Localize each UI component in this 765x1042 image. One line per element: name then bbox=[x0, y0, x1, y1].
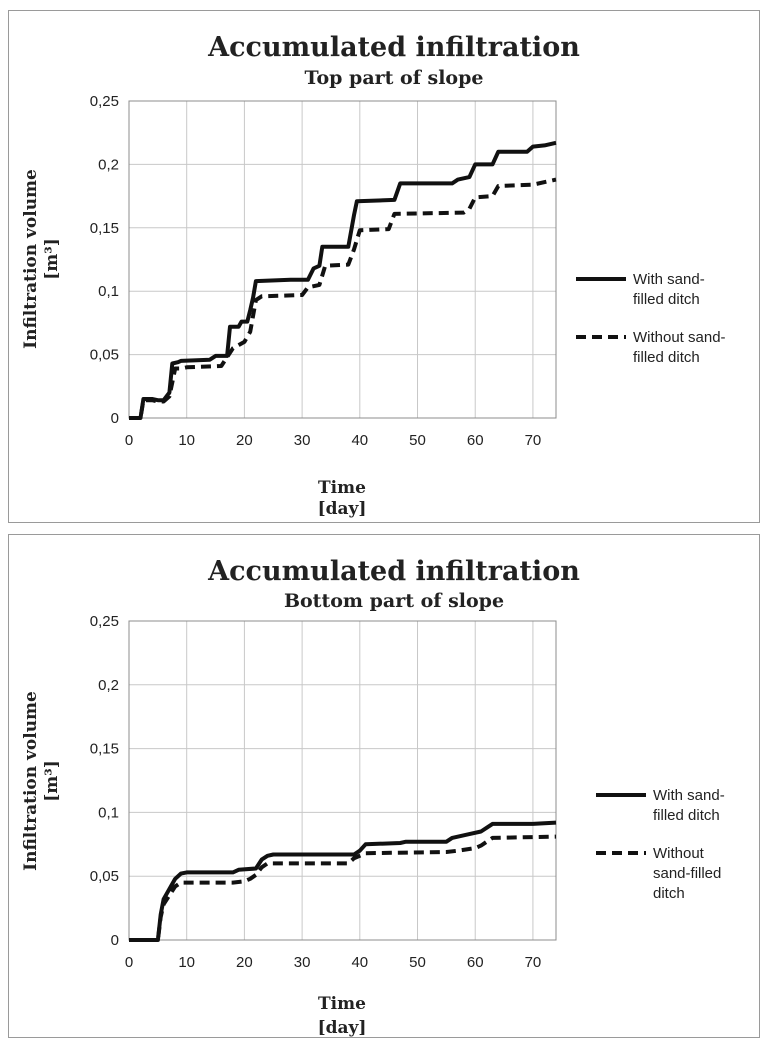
legend-label: With sand- bbox=[633, 271, 705, 288]
x-tick-label: 50 bbox=[409, 432, 426, 449]
y-tick-label: 0 bbox=[111, 932, 119, 949]
x-tick-label: 60 bbox=[467, 432, 484, 449]
y-axis-unit: [m³] bbox=[42, 238, 62, 280]
legend-label: With sand- bbox=[653, 787, 725, 804]
y-tick-label: 0,05 bbox=[90, 347, 119, 364]
series-line-with-ditch bbox=[129, 140, 557, 420]
legend: With sand-filled ditch Without sand-filled… bbox=[596, 787, 725, 902]
legend-label: sand-filled bbox=[653, 865, 721, 882]
chart-subtitle: Top part of slope bbox=[305, 67, 484, 89]
legend: With sand-filled ditch Without sand-fille… bbox=[576, 271, 726, 366]
x-tick-label: 0 bbox=[125, 432, 133, 449]
y-tick-label: 0,15 bbox=[90, 220, 119, 237]
legend-label: Without sand- bbox=[633, 329, 726, 346]
top-slope-chart: Accumulated infiltration Top part of slo… bbox=[21, 32, 726, 519]
x-tick-label: 70 bbox=[525, 432, 542, 449]
legend-label: Without bbox=[653, 845, 705, 862]
x-axis-unit: [day] bbox=[318, 1018, 367, 1038]
x-tick-label: 10 bbox=[178, 954, 195, 971]
x-axis-unit: [day] bbox=[318, 499, 367, 519]
y-tick-label: 0,25 bbox=[90, 93, 119, 110]
grid bbox=[128, 100, 556, 419]
chart-title: Accumulated infiltration bbox=[207, 556, 580, 587]
legend-label: filled ditch bbox=[653, 807, 720, 824]
x-axis-title: Time bbox=[318, 478, 366, 498]
y-tick-label: 0,05 bbox=[90, 868, 119, 885]
x-tick-label: 10 bbox=[178, 432, 195, 449]
y-tick-label: 0,15 bbox=[90, 741, 119, 758]
plot-frame bbox=[128, 100, 557, 419]
x-tick-label: 20 bbox=[236, 432, 253, 449]
legend-label: filled ditch bbox=[633, 291, 700, 308]
x-tick-label: 30 bbox=[294, 954, 311, 971]
y-tick-label: 0,2 bbox=[98, 156, 119, 173]
y-tick-label: 0 bbox=[111, 410, 119, 427]
x-tick-label: 30 bbox=[294, 432, 311, 449]
chart-title: Accumulated infiltration bbox=[207, 32, 580, 63]
chart-panel-top: Accumulated infiltration Top part of slo… bbox=[8, 10, 760, 523]
chart-subtitle: Bottom part of slope bbox=[284, 590, 504, 612]
legend-label: ditch bbox=[653, 885, 685, 902]
y-tick-label: 0,1 bbox=[98, 804, 119, 821]
y-tick-label: 0,2 bbox=[98, 677, 119, 694]
x-tick-label: 50 bbox=[409, 954, 426, 971]
x-tick-label: 70 bbox=[525, 954, 542, 971]
legend-label: filled ditch bbox=[633, 349, 700, 366]
x-axis-title: Time bbox=[318, 994, 366, 1014]
x-tick-label: 20 bbox=[236, 954, 253, 971]
y-tick-label: 0,1 bbox=[98, 283, 119, 300]
y-tick-label: 0,25 bbox=[90, 613, 119, 630]
plot-frame bbox=[128, 620, 557, 941]
x-tick-label: 40 bbox=[351, 954, 368, 971]
y-axis-title: Infiltration volume bbox=[21, 691, 41, 871]
bottom-slope-chart: Accumulated infiltration Bottom part of … bbox=[21, 556, 725, 1038]
x-tick-label: 60 bbox=[467, 954, 484, 971]
x-tick-label: 40 bbox=[351, 432, 368, 449]
chart-panel-bottom: Accumulated infiltration Bottom part of … bbox=[8, 534, 760, 1038]
series-line-without-ditch bbox=[129, 834, 557, 942]
grid bbox=[128, 620, 556, 941]
y-axis-unit: [m³] bbox=[42, 760, 62, 802]
series-line-with-ditch bbox=[129, 820, 557, 942]
series-line-without-ditch bbox=[129, 177, 557, 420]
y-axis-title: Infiltration volume bbox=[21, 169, 41, 349]
x-tick-label: 0 bbox=[125, 954, 133, 971]
